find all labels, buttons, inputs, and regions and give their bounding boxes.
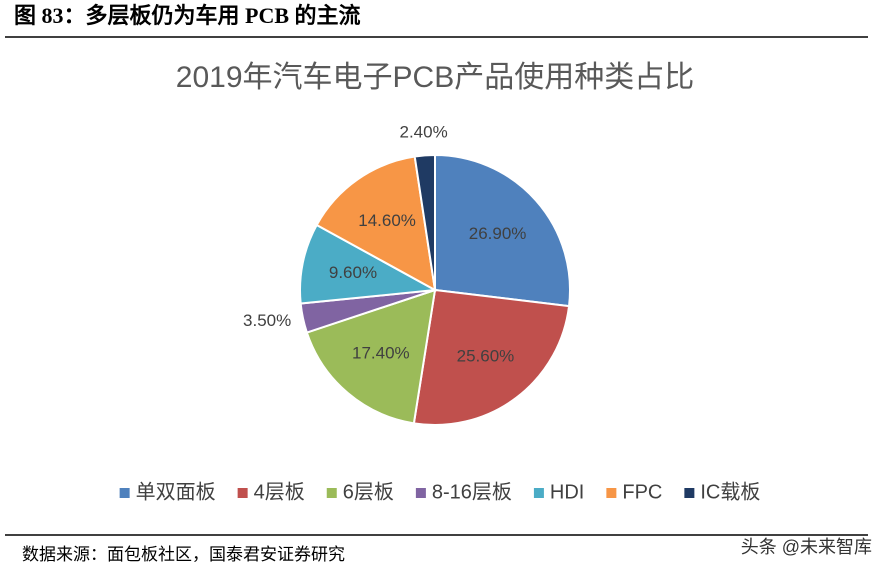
legend-label: 8-16层板 (432, 480, 512, 503)
legend-swatch (533, 488, 544, 498)
legend-label: FPC (622, 481, 662, 503)
watermark: 头条 @未来智库 (741, 537, 872, 557)
legend-swatch (119, 488, 130, 498)
legend-swatch (237, 488, 248, 498)
legend-label: HDI (550, 481, 584, 503)
pie-slice (315, 155, 437, 292)
pie-slice (434, 153, 571, 308)
legend-label: 4层板 (254, 480, 305, 503)
data-label: 3.50% (243, 311, 291, 330)
pie-slice (299, 223, 439, 305)
legend-swatch (326, 488, 337, 498)
data-label: 14.60% (358, 211, 416, 230)
pie-slice (412, 288, 571, 426)
legend-swatch (606, 488, 617, 498)
legend-label: 6层板 (343, 480, 394, 503)
pie-slice (413, 153, 436, 291)
pie-slice (305, 288, 437, 425)
pie: 26.90% 25.60% 17.40% 3.50% 9.60% 14.60% 2.40% (243, 123, 571, 426)
legend-label: 单双面板 (136, 480, 216, 503)
data-label: 9.60% (329, 263, 377, 282)
header-title: 图 83：多层板仍为车用 PCB 的主流 (14, 3, 361, 28)
chart-title: 2019年汽车电子PCB产品使用种类占比 (176, 61, 694, 94)
data-label: 17.40% (352, 343, 410, 362)
data-label: 2.40% (400, 123, 448, 142)
legend-swatch (684, 488, 695, 498)
legend-swatch (415, 488, 426, 498)
data-label: 25.60% (457, 346, 515, 365)
data-label: 26.90% (469, 224, 527, 243)
legend-label: IC载板 (700, 480, 760, 503)
source: 数据来源：面包板社区，国泰君安证券研究 (22, 545, 345, 564)
legend: 单双面板 4层板 6层板 8-16层板 HDI FPC IC载板 (119, 480, 760, 503)
